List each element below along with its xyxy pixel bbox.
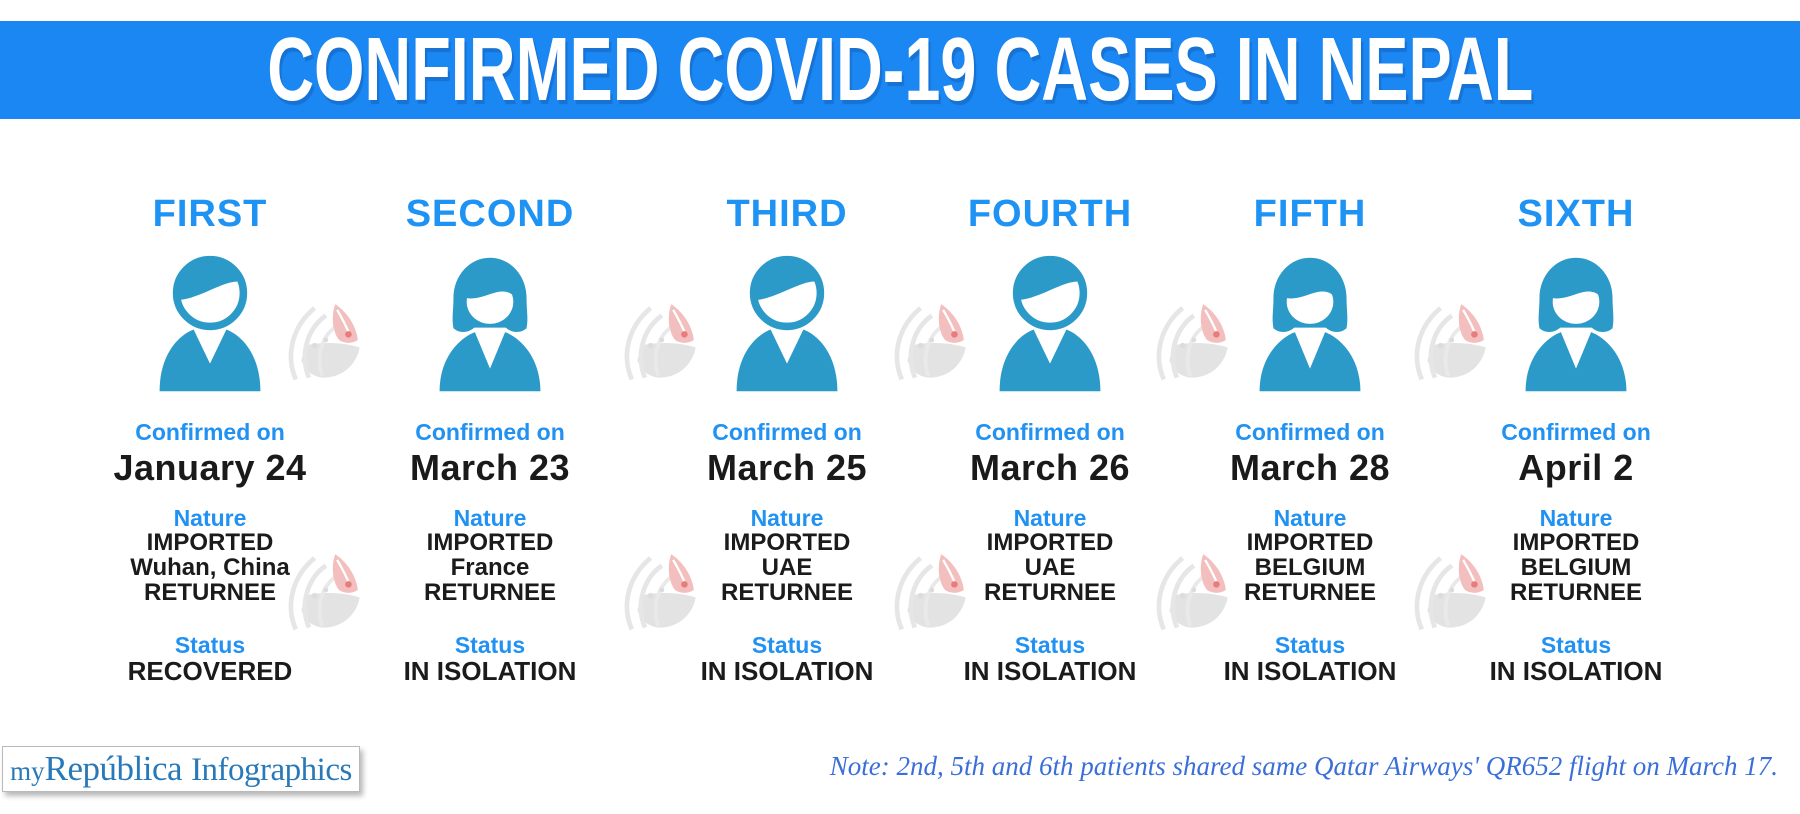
female-person-icon <box>1513 246 1639 398</box>
status-label: Status <box>1540 632 1612 658</box>
patient-column-first: FIRST Confirmed on January 24 Nature IMP… <box>70 192 350 685</box>
female-person-icon <box>1247 246 1373 398</box>
patient-ordinal: FOURTH <box>967 193 1133 235</box>
patient-column-fifth: FIFTH Confirmed on March 28 Nature IMPOR… <box>1170 192 1450 685</box>
logo-prefix: my <box>10 756 45 786</box>
patient-column-fourth: FOURTH Confirmed on March 26 Nature IMPO… <box>910 192 1190 685</box>
nature-label: Nature <box>453 505 527 531</box>
status-value: IN ISOLATION <box>963 656 1137 686</box>
confirmed-date: January 24 <box>113 447 307 488</box>
status-label: Status <box>1274 632 1346 658</box>
patient-ordinal: THIRD <box>726 193 848 235</box>
confirmed-on-label: Confirmed on <box>1501 419 1651 445</box>
nature-line: BELGIUM <box>1254 554 1366 581</box>
patient-column-sixth: SIXTH Confirmed on April 2 Nature IMPORT… <box>1436 192 1716 685</box>
status-value: RECOVERED <box>127 656 293 686</box>
nature-line: IMPORTED <box>986 529 1114 556</box>
nature-line: IMPORTED <box>1246 529 1374 556</box>
nature-line: UAE <box>1024 554 1076 581</box>
confirmed-date: March 26 <box>969 447 1131 488</box>
status-label: Status <box>1014 632 1086 658</box>
nature-line: IMPORTED <box>146 529 274 556</box>
logo-suffix: Infographics <box>191 752 352 788</box>
nature-label: Nature <box>1273 505 1347 531</box>
page-title: CONFIRMED COVID-19 CASES IN NEPAL <box>266 19 1534 120</box>
nature-line: RETURNEE <box>983 579 1116 606</box>
confirmed-on-label: Confirmed on <box>1235 419 1385 445</box>
male-person-icon <box>987 246 1113 398</box>
status-value: IN ISOLATION <box>403 656 577 686</box>
nature-line: BELGIUM <box>1520 554 1632 581</box>
nature-line: Wuhan, China <box>130 554 290 581</box>
footnote: Note: 2nd, 5th and 6th patients shared s… <box>829 751 1778 781</box>
nature-line: RETURNEE <box>423 579 556 606</box>
nature-line: RETURNEE <box>143 579 276 606</box>
nature-line: RETURNEE <box>1509 579 1642 606</box>
patient-ordinal: FIRST <box>152 193 268 235</box>
confirmed-on-label: Confirmed on <box>712 419 862 445</box>
confirmed-on-label: Confirmed on <box>975 419 1125 445</box>
nature-line: UAE <box>761 554 813 581</box>
nature-label: Nature <box>1013 505 1087 531</box>
status-value: IN ISOLATION <box>700 656 874 686</box>
confirmed-date: April 2 <box>1518 447 1634 488</box>
nature-label: Nature <box>173 505 247 531</box>
female-person-icon <box>427 246 553 398</box>
male-person-icon <box>724 246 850 398</box>
nature-line: RETURNEE <box>1243 579 1376 606</box>
header-banner: CONFIRMED COVID-19 CASES IN NEPAL <box>0 19 1800 120</box>
myrepublica-infographics-logo: my República Infographics <box>2 746 360 792</box>
patient-ordinal: SECOND <box>405 193 575 235</box>
male-person-icon <box>147 246 273 398</box>
nature-line: RETURNEE <box>720 579 853 606</box>
status-label: Status <box>454 632 526 658</box>
nature-label: Nature <box>750 505 824 531</box>
nature-line: IMPORTED <box>426 529 554 556</box>
patient-ordinal: SIXTH <box>1517 193 1635 235</box>
status-label: Status <box>174 632 246 658</box>
nature-line: IMPORTED <box>723 529 851 556</box>
nature-label: Nature <box>1539 505 1613 531</box>
status-value: IN ISOLATION <box>1489 656 1663 686</box>
confirmed-on-label: Confirmed on <box>415 419 565 445</box>
status-value: IN ISOLATION <box>1223 656 1397 686</box>
confirmed-date: March 23 <box>409 447 571 488</box>
status-label: Status <box>751 632 823 658</box>
patient-column-second: SECOND Confirmed on March 23 Nature IMPO… <box>350 192 630 685</box>
patient-ordinal: FIFTH <box>1253 193 1367 235</box>
confirmed-date: March 25 <box>706 447 868 488</box>
patient-column-third: THIRD Confirmed on March 25 Nature IMPOR… <box>647 192 927 685</box>
nature-line: France <box>450 554 530 581</box>
logo-name: República <box>44 749 183 788</box>
nature-line: IMPORTED <box>1512 529 1640 556</box>
confirmed-on-label: Confirmed on <box>135 419 285 445</box>
confirmed-date: March 28 <box>1229 447 1391 488</box>
